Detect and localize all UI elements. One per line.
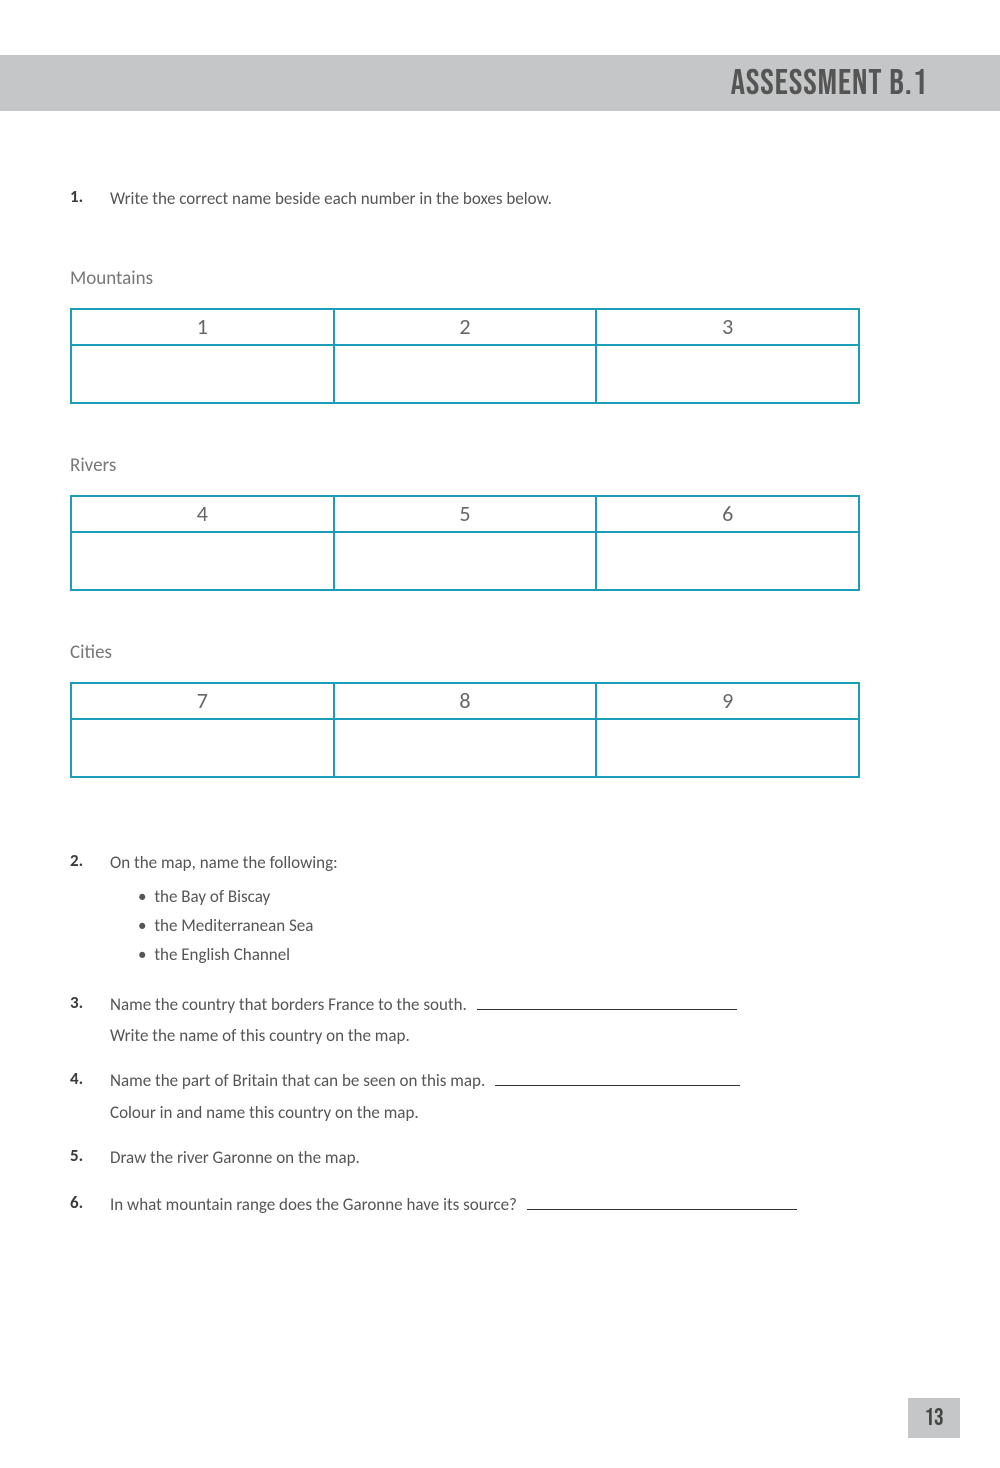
page-title: Assessment B.1	[731, 62, 928, 105]
q6-text: In what mountain range does the Garonne …	[110, 1192, 797, 1218]
table-cell: 2	[334, 309, 597, 345]
q4-number: 4.	[70, 1068, 110, 1089]
question-6: 6. In what mountain range does the Garon…	[70, 1192, 930, 1218]
answer-blank[interactable]	[477, 993, 737, 1010]
question-3: 3. Name the country that borders France …	[70, 992, 930, 1047]
page-number: 13	[924, 1404, 943, 1433]
question-5: 5. Draw the river Garonne on the map.	[70, 1145, 930, 1171]
q6-text-content: In what mountain range does the Garonne …	[110, 1194, 517, 1215]
rivers-table: 4 5 6	[70, 495, 860, 591]
table-cell: 3	[596, 309, 859, 345]
answer-cell[interactable]	[71, 719, 334, 777]
cities-table: 7 8 9	[70, 682, 860, 778]
q6-number: 6.	[70, 1192, 110, 1213]
answer-cell[interactable]	[596, 719, 859, 777]
answer-cell[interactable]	[334, 345, 597, 403]
q4-text: Name the part of Britain that can be see…	[110, 1068, 740, 1094]
answer-cell[interactable]	[71, 532, 334, 590]
question-4: 4. Name the part of Britain that can be …	[70, 1068, 930, 1123]
q3-text: Name the country that borders France to …	[110, 992, 737, 1018]
q4-subtext: Colour in and name this country on the m…	[110, 1102, 930, 1123]
bullet-item: the Mediterranean Sea	[138, 912, 338, 941]
section-label-mountains: Mountains	[70, 267, 930, 290]
q2-bullets: the Bay of Biscay the Mediterranean Sea …	[138, 883, 338, 970]
page-number-box: 13	[908, 1398, 960, 1438]
bullet-item: the Bay of Biscay	[138, 883, 338, 912]
q2-text: On the map, name the following:	[110, 852, 338, 873]
answer-cell[interactable]	[596, 345, 859, 403]
table-cell: 7	[71, 683, 334, 719]
section-label-rivers: Rivers	[70, 454, 930, 477]
header-bar: Assessment B.1	[0, 55, 1000, 111]
answer-cell[interactable]	[334, 719, 597, 777]
q1-text: Write the correct name beside each numbe…	[110, 186, 552, 212]
q3-subtext: Write the name of this country on the ma…	[110, 1025, 930, 1046]
q5-number: 5.	[70, 1145, 110, 1166]
content-area: 1. Write the correct name beside each nu…	[0, 111, 1000, 1218]
bullet-item: the English Channel	[138, 941, 338, 970]
q3-text-content: Name the country that borders France to …	[110, 994, 467, 1015]
table-cell: 9	[596, 683, 859, 719]
q2-number: 2.	[70, 850, 110, 871]
answer-blank[interactable]	[527, 1193, 797, 1210]
answer-cell[interactable]	[71, 345, 334, 403]
q3-number: 3.	[70, 992, 110, 1013]
question-1: 1. Write the correct name beside each nu…	[70, 186, 930, 212]
q4-text-content: Name the part of Britain that can be see…	[110, 1070, 485, 1091]
table-cell: 6	[596, 496, 859, 532]
q1-number: 1.	[70, 186, 110, 207]
table-cell: 1	[71, 309, 334, 345]
answer-cell[interactable]	[596, 532, 859, 590]
q5-text: Draw the river Garonne on the map.	[110, 1145, 360, 1171]
table-cell: 8	[334, 683, 597, 719]
answer-blank[interactable]	[495, 1069, 740, 1086]
mountains-table: 1 2 3	[70, 308, 860, 404]
table-cell: 5	[334, 496, 597, 532]
question-2: 2. On the map, name the following: the B…	[70, 850, 930, 970]
table-cell: 4	[71, 496, 334, 532]
section-label-cities: Cities	[70, 641, 930, 664]
answer-cell[interactable]	[334, 532, 597, 590]
